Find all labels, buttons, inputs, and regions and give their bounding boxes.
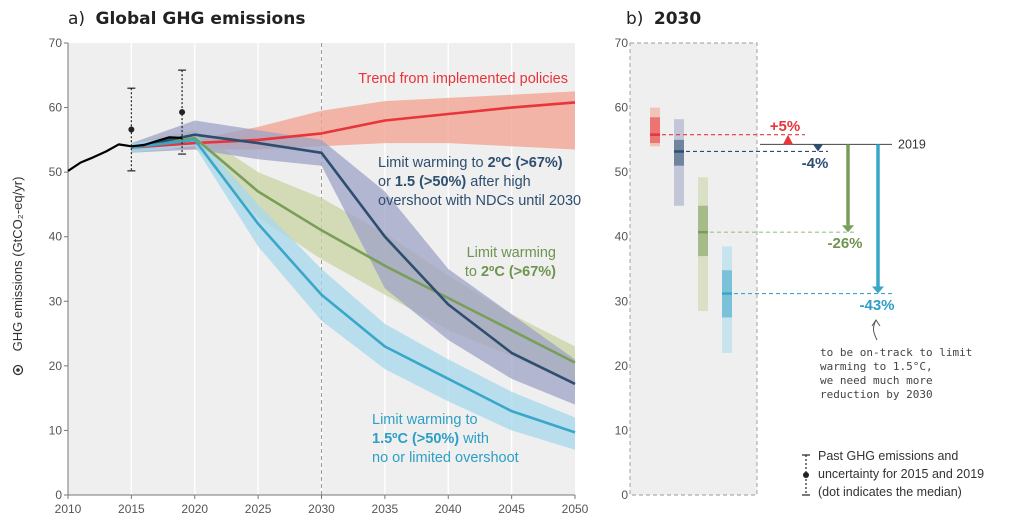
c15-label-line: no or limited overshoot: [372, 450, 519, 466]
legend-line-1: Past GHG emissions and: [818, 449, 958, 463]
x-tick-label: 2050: [562, 502, 589, 516]
legend-median-dot: [803, 472, 809, 478]
reference-2019-label: 2019: [898, 137, 926, 151]
c2-label-line: Limit warming: [467, 245, 556, 261]
x-tick-label: 2010: [55, 502, 82, 516]
x-tick-label: 2025: [245, 502, 272, 516]
y-tick-label: 10: [49, 423, 63, 437]
policies-series-line: [131, 101, 576, 149]
b-y-tick-label: 0: [621, 488, 628, 502]
panel-a-annotations: Trend from implemented policies Limit war…: [358, 71, 581, 466]
note-line-1: to be on-track to limit: [820, 346, 972, 359]
c2-range-inner: [698, 205, 708, 257]
b-y-tick-label: 10: [615, 423, 629, 437]
policies-label-segment: Trend from implemented policies: [358, 71, 568, 87]
panel-b-title: b) 2030: [626, 9, 701, 29]
y-tick-label: 60: [49, 101, 63, 115]
note-line-4: reduction by 2030: [820, 388, 933, 401]
policies-label-line: Trend from implemented policies: [358, 71, 568, 87]
overshoot-label-line: or 1.5 (>50%) after high: [378, 174, 531, 190]
overshoot-arrow-head: [813, 144, 823, 152]
b-y-tick-label: 70: [615, 36, 629, 50]
c15-label-segment: no or limited overshoot: [372, 450, 519, 466]
y-tick-label: 50: [49, 165, 63, 179]
median-dot-2015: [128, 126, 135, 133]
overshoot-label-segment: or: [378, 174, 395, 190]
c15-change-label: -43%: [859, 297, 894, 314]
panel-b-title-text: 2030: [654, 9, 701, 29]
legend-line-3: (dot indicates the median): [818, 485, 962, 499]
c2-label-line: to 2ºC (>67%): [465, 264, 556, 280]
panel-a-title-prefix: a): [68, 9, 85, 29]
c15-label-line: Limit warming to: [372, 412, 478, 428]
y-tick-label: 20: [49, 359, 63, 373]
overshoot-label-segment: overshoot with NDCs until 2030: [378, 193, 581, 209]
overshoot-label-line: Limit warming to 2ºC (>67%): [378, 155, 563, 171]
overshoot-change-label: -4%: [802, 155, 829, 172]
x-tick-label: 2020: [181, 502, 208, 516]
b-y-tick-label: 20: [615, 359, 629, 373]
b-y-tick-label: 50: [615, 165, 629, 179]
policies-range-inner: [650, 117, 660, 144]
c15-label-line: 1.5ºC (>50%) with: [372, 431, 489, 447]
c15-arrow-head: [872, 286, 884, 294]
note-line-3: we need much more: [820, 374, 933, 387]
panel-b-note: to be on-track to limit warming to 1.5°C…: [820, 319, 972, 401]
x-tick-label: 2030: [308, 502, 335, 516]
overshoot-series-line: [131, 133, 576, 386]
c2-label-segment: to: [465, 264, 481, 280]
c15-label-segment: 1.5ºC (>50%): [372, 431, 459, 447]
overshoot-label-segment: after high: [466, 174, 531, 190]
x-tick-label: 2015: [118, 502, 145, 516]
c2-change-label: -26%: [827, 235, 862, 252]
c15-uncertainty-band: [131, 133, 575, 450]
panel-b-plot-area: [629, 42, 758, 496]
c15-label-segment: with: [459, 431, 489, 447]
b-y-tick-label: 60: [615, 101, 629, 115]
historical-series-line: [67, 136, 183, 172]
x-tick-label: 2035: [372, 502, 399, 516]
overshoot-label-line: overshoot with NDCs until 2030: [378, 193, 581, 209]
note-line-2: warming to 1.5°C,: [820, 360, 933, 373]
c2-label-segment: Limit warming: [467, 245, 556, 261]
policies-change-label: +5%: [770, 118, 800, 135]
c2-series-line: [131, 136, 576, 364]
panel-b-labels: +5% -4% -26% -43%: [770, 118, 895, 314]
overshoot-label-segment: 2ºC (>67%): [488, 155, 563, 171]
c2-label-segment: 2ºC (>67%): [481, 264, 556, 280]
past-emissions-legend: Past GHG emissions and uncertainty for 2…: [802, 449, 984, 499]
panel-a-ylabel: GHG emissions (GtCO₂-eq/yr): [10, 177, 25, 376]
panel-a-title: a) Global GHG emissions: [68, 9, 305, 29]
panel-a-ylabel-text: GHG emissions (GtCO₂-eq/yr): [10, 177, 25, 352]
policies-arrow-head: [783, 134, 793, 145]
b-y-tick-label: 40: [615, 230, 629, 244]
median-dot-2019: [179, 109, 186, 116]
overshoot-label-segment: Limit warming to: [378, 155, 488, 171]
c2-arrow-head: [842, 225, 854, 233]
x-tick-label: 2040: [435, 502, 462, 516]
panel-a-series-lines: [67, 101, 576, 434]
panel-b-title-prefix: b): [626, 9, 643, 29]
c15-label-segment: Limit warming to: [372, 412, 478, 428]
y-tick-label: 0: [55, 488, 62, 502]
b-y-tick-label: 30: [615, 294, 629, 308]
overshoot-uncertainty-band: [131, 120, 575, 405]
c15-series-line: [131, 138, 576, 434]
overshoot-range-inner: [674, 139, 684, 166]
panel-a-uncertainty-bands: [131, 91, 575, 450]
panel-a-title-text: Global GHG emissions: [96, 9, 306, 29]
x-tick-label: 2045: [498, 502, 525, 516]
y-tick-label: 30: [49, 294, 63, 308]
y-tick-label: 40: [49, 230, 63, 244]
panel-b-ranges: 0 10 20 30 40 50 60 70 2019: [615, 36, 926, 502]
overshoot-label-segment: 1.5 (>50%): [395, 174, 467, 190]
legend-line-2: uncertainty for 2015 and 2019: [818, 467, 984, 481]
panel-a-past-uncertainty: [127, 69, 187, 172]
y-tick-label: 70: [49, 36, 63, 50]
